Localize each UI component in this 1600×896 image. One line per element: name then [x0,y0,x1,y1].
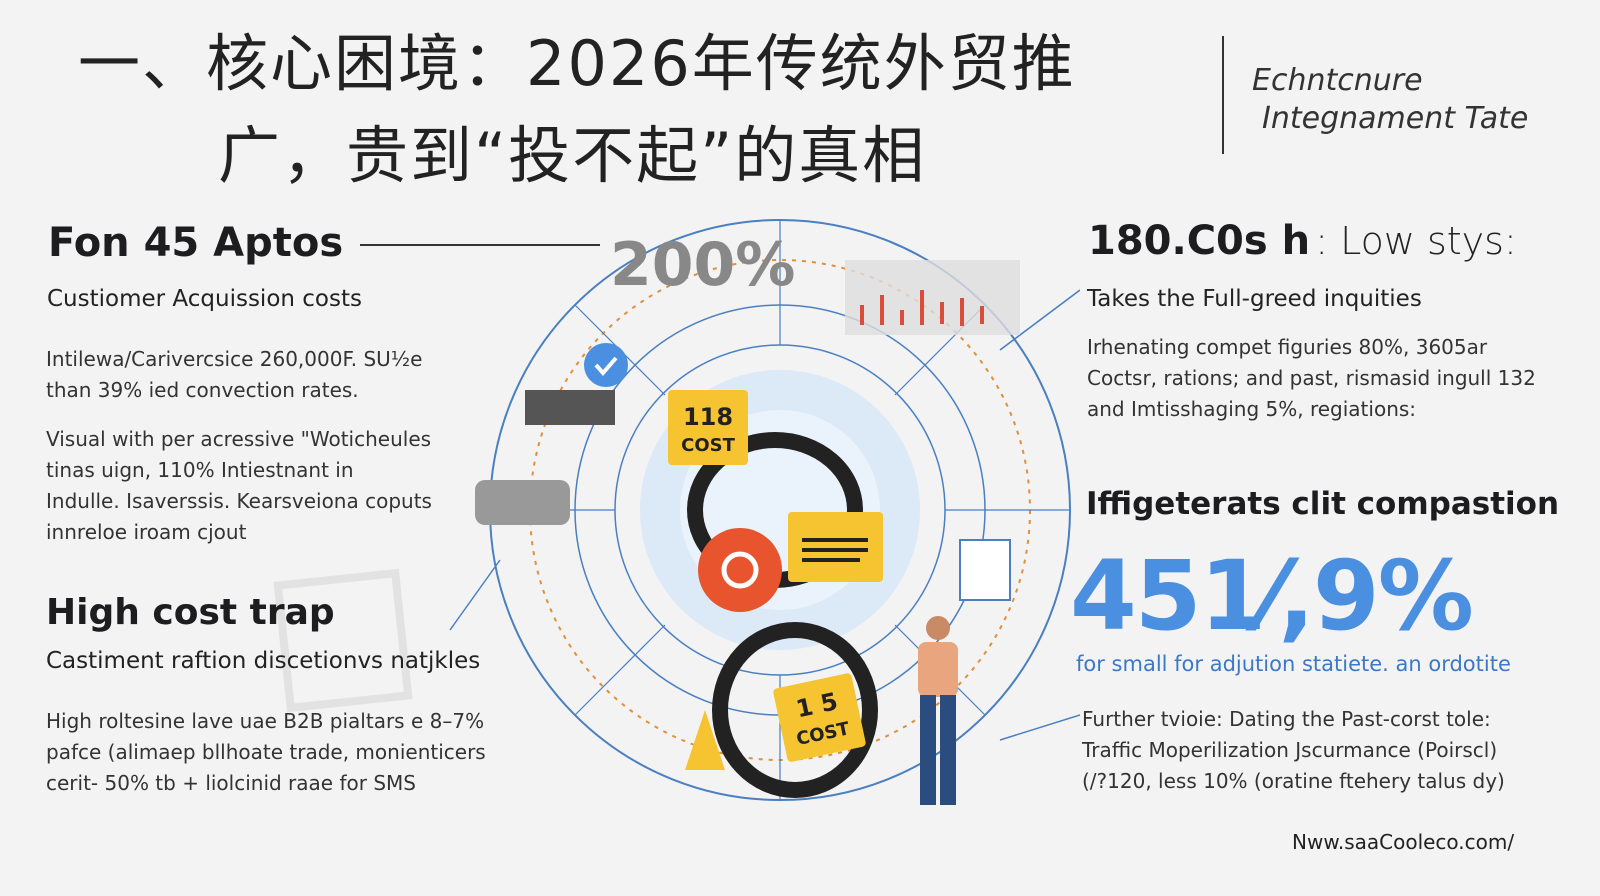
text-line: Visual with per acressive "Woticheules [46,427,432,451]
title-line-2: 广，贵到“投不起”的真相 [218,119,927,192]
check-icon [584,343,628,387]
left-subheading-2: Castiment raftion discetionvs natjkles [46,648,481,674]
candles [860,290,984,326]
percent-label: 200% [610,230,795,300]
title-line-1: 一、核心困境：2026年传统外贸推 [78,27,1076,100]
text-line: innreloe iroam cjout [46,520,247,544]
heading-light: : Low stys: [1315,219,1517,263]
text-line: and Imtisshaging 5%, regiations: [1087,397,1417,421]
bar-chart-thumbnail [845,260,1020,335]
text-line: Traffic Moperilization Jscurmance (Poirs… [1082,738,1498,762]
pointer-line [999,289,1080,351]
tag-number: 118 [683,403,733,431]
warning-icon [685,710,725,770]
text-line: cerit- 50% tb + liolcinid raae for SMS [46,771,416,795]
heading-bold: 180.C0s h [1088,218,1311,264]
left-subheading-1: Custiomer Acquission costs [47,286,362,312]
left-paragraph-3: High roltesine lave uae B2B pialtars e 8… [46,706,486,799]
person-figure [918,616,958,805]
tag-word: COST [681,435,735,456]
text-line: High roltesine lave uae B2B pialtars e 8… [46,709,485,733]
cost-tag-1: 118 COST [668,390,748,465]
source-url[interactable]: Nww.saaCooleco.com/ [1292,830,1515,854]
right-heading-2: Iffigeterats clit compastion [1086,486,1560,522]
left-heading-1: Fon 45 Aptos [48,220,344,266]
chat-bubble-icon [788,512,883,582]
connector-line [360,244,600,246]
left-heading-2: High cost trap [46,592,335,633]
text-line: (/?120, less 10% (oratine ftehery talus … [1082,769,1505,793]
text-line: Coctsr, rations; and past, rismasid ingu… [1087,366,1536,390]
text-line: Further tvioie: Dating the Past-corst to… [1082,707,1491,731]
text-line: tinas uign, 110% Intiestnant in [46,458,354,482]
tagline-line-2: Integnament Tate [1262,101,1529,136]
center-illustration: 200% 118 COST 1 5 COST [449,219,1080,805]
text-line: Irhenating compet figuries 80%, 3605ar [1087,335,1488,359]
left-paragraph-2: Visual with per acressive "Woticheules t… [46,424,432,548]
pointer-line [999,714,1080,741]
document-chart-icon [959,539,1011,601]
text-line: Intilewa/Carivercsice 260,000F. SU½e [46,347,423,371]
right-paragraph-2: Further tvioie: Dating the Past-corst to… [1082,704,1505,797]
right-subheading-1: Takes the Full-greed inquities [1087,286,1422,312]
watermark-icon [273,568,413,713]
right-heading-1: 180.C0s h : Low stys: [1088,218,1517,264]
page-title: 一、核心困境：2026年传统外贸推 广，贵到“投不起”的真相 [78,18,1138,202]
tagline: Echntcnure Integnament Tate [1252,62,1528,138]
text-line: than 39% ied convection rates. [46,378,359,402]
pointer-line [449,559,501,631]
divider [1222,36,1224,154]
truck-icon [475,480,570,525]
text-line: Indulle. Isaverssis. Kearsveiona coputs [46,489,432,513]
text-line: pafce (alimaep bllhoate trade, monientic… [46,740,486,764]
big-stat: 451⁄,9% [1070,540,1474,652]
factory-icon [525,390,615,425]
alert-badge-icon [698,528,782,612]
left-paragraph-1: Intilewa/Carivercsice 260,000F. SU½e tha… [46,344,422,406]
right-paragraph-1: Irhenating compet figuries 80%, 3605ar C… [1087,332,1536,425]
tagline-line-1: Echntcnure [1252,63,1423,98]
big-stat-caption: for small for adjution statiete. an ordo… [1076,652,1511,676]
cost-tag-2: 1 5 COST [773,673,866,762]
